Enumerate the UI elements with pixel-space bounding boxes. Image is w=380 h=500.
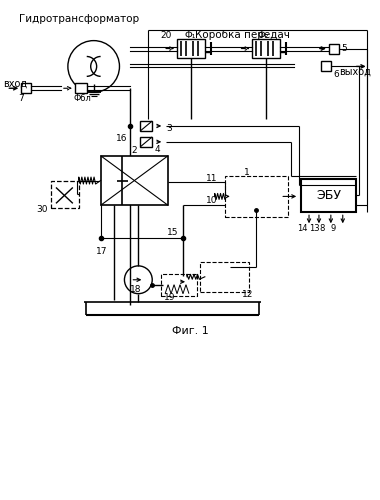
Text: выход: выход bbox=[339, 66, 370, 76]
Text: 19: 19 bbox=[164, 293, 176, 302]
Text: 14: 14 bbox=[297, 224, 308, 232]
Text: Ф₁: Ф₁ bbox=[185, 31, 196, 40]
Bar bbox=[252, 38, 280, 58]
Text: Гидротрансформатор: Гидротрансформатор bbox=[19, 14, 139, 24]
Text: вход: вход bbox=[3, 78, 27, 88]
Text: 20: 20 bbox=[160, 31, 171, 40]
Bar bbox=[163, 276, 195, 293]
Bar bbox=[321, 62, 331, 72]
Bar bbox=[177, 38, 205, 58]
Bar bbox=[101, 156, 168, 206]
Bar bbox=[21, 84, 31, 93]
Text: 6: 6 bbox=[334, 70, 340, 79]
Text: 17: 17 bbox=[96, 248, 108, 256]
Text: 30: 30 bbox=[36, 205, 48, 214]
Bar bbox=[200, 262, 250, 292]
Text: 15: 15 bbox=[166, 228, 178, 236]
Text: ЭБУ: ЭБУ bbox=[316, 189, 341, 202]
Bar bbox=[225, 176, 288, 218]
Text: 5: 5 bbox=[342, 44, 348, 53]
Text: 9: 9 bbox=[331, 224, 336, 232]
Text: 12: 12 bbox=[242, 290, 253, 299]
Text: 13: 13 bbox=[309, 224, 320, 232]
Text: Ф₂: Ф₂ bbox=[257, 31, 269, 40]
Bar bbox=[329, 44, 339, 54]
Bar bbox=[140, 137, 152, 147]
Text: Коробка передач: Коробка передач bbox=[195, 30, 290, 40]
Bar bbox=[205, 267, 242, 286]
Text: 1: 1 bbox=[244, 168, 249, 177]
Text: 18: 18 bbox=[130, 285, 141, 294]
Text: Фиг. 1: Фиг. 1 bbox=[171, 326, 208, 336]
Text: 16: 16 bbox=[116, 134, 127, 143]
Bar bbox=[233, 182, 280, 210]
Text: 2: 2 bbox=[131, 146, 137, 156]
Text: 10: 10 bbox=[206, 196, 218, 205]
Bar bbox=[301, 178, 356, 212]
Text: 8: 8 bbox=[319, 224, 324, 232]
Text: 3: 3 bbox=[166, 124, 172, 134]
Bar bbox=[75, 84, 87, 93]
Text: 11: 11 bbox=[206, 174, 218, 183]
Bar bbox=[161, 274, 197, 295]
Text: Фбл: Фбл bbox=[74, 94, 92, 102]
Text: 4: 4 bbox=[154, 146, 160, 154]
Text: 7: 7 bbox=[18, 94, 24, 102]
Bar bbox=[51, 180, 79, 208]
Bar bbox=[140, 121, 152, 131]
